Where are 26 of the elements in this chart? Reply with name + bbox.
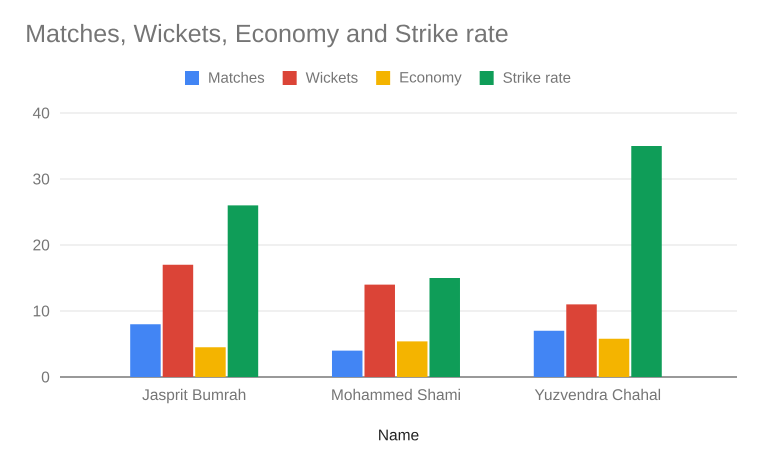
bar <box>534 330 564 377</box>
y-tick-label: 30 <box>33 174 50 184</box>
bar <box>631 146 662 377</box>
x-axis-title: Name <box>379 430 418 440</box>
legend-label: Matches <box>209 72 264 83</box>
bar <box>332 350 362 377</box>
y-tick-label: 0 <box>42 372 50 382</box>
bar <box>566 304 597 377</box>
bar <box>598 338 630 377</box>
x-tick-label: Mohammed Shami <box>332 388 460 400</box>
x-tick-label: Jasprit Bumrah <box>142 388 246 404</box>
y-tick-label: 40 <box>32 108 50 118</box>
legend-label: Economy <box>400 72 462 86</box>
bar <box>195 347 226 377</box>
y-tick-label: 10 <box>34 306 50 316</box>
legend-label: Wickets <box>306 72 358 83</box>
bar <box>396 341 428 377</box>
x-tick-label: Yuzvendra Chahal <box>534 388 660 400</box>
bar <box>130 324 161 377</box>
bar <box>228 205 258 377</box>
bar <box>162 264 194 377</box>
chart-title: Matches, Wickets, Economy and Strike rate <box>27 24 508 48</box>
bar <box>429 278 460 377</box>
y-tick-label: 20 <box>33 240 50 250</box>
bar <box>364 284 395 377</box>
legend-label: Strike rate <box>503 72 570 83</box>
